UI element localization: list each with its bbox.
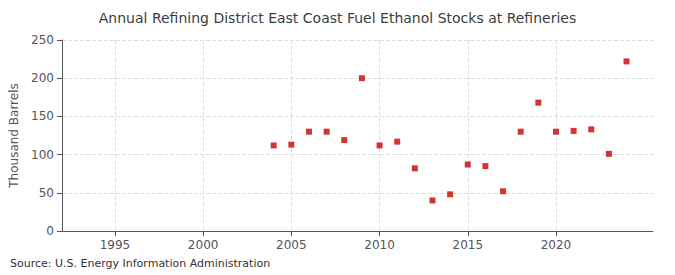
svg-text:Thousand Barrels: Thousand Barrels: [7, 83, 21, 188]
svg-text:2000: 2000: [188, 238, 219, 252]
svg-text:2015: 2015: [452, 238, 483, 252]
svg-text:200: 200: [31, 71, 54, 85]
svg-text:150: 150: [31, 109, 54, 123]
svg-text:0: 0: [46, 224, 54, 238]
svg-text:1995: 1995: [100, 238, 131, 252]
svg-text:100: 100: [31, 148, 54, 162]
svg-text:50: 50: [39, 186, 54, 200]
svg-text:Source: U.S. Energy Informatio: Source: U.S. Energy Information Administ…: [10, 257, 270, 270]
svg-text:Annual Refining District East: Annual Refining District East Coast Fuel…: [99, 10, 576, 26]
svg-text:250: 250: [31, 33, 54, 47]
svg-text:2005: 2005: [276, 238, 307, 252]
svg-text:2020: 2020: [541, 238, 572, 252]
svg-text:2010: 2010: [364, 238, 395, 252]
